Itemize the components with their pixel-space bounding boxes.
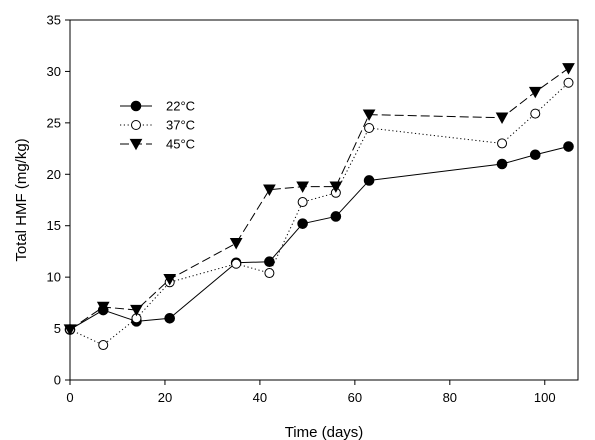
legend-label: 45°C (166, 137, 195, 152)
data-point (229, 238, 243, 250)
data-point (231, 258, 242, 269)
series-line (69, 67, 569, 331)
data-point (297, 197, 308, 208)
legend: 22°C 37°C 45°C (120, 99, 195, 152)
y-axis-title: Total HMF (mg/kg) (13, 138, 30, 261)
data-point (330, 211, 342, 222)
axes: 0 5 10 15 20 25 30 35 0 20 40 60 80 100 (47, 13, 579, 405)
y-tick-label: 25 (47, 115, 61, 130)
data-point (364, 123, 375, 133)
y-tick-label: 10 (47, 270, 61, 285)
data-point (563, 77, 574, 88)
y-tick-label: 35 (47, 13, 61, 28)
y-tick-label: 20 (47, 167, 61, 182)
data-point (163, 274, 177, 286)
data-point (96, 301, 110, 314)
x-axis-title: Time (days) (285, 424, 364, 440)
series-1 (65, 77, 574, 351)
data-point (297, 218, 308, 229)
data-point (263, 184, 276, 196)
data-point (528, 86, 542, 99)
legend-marker (131, 120, 141, 130)
data-point (98, 340, 109, 351)
data-point (529, 149, 541, 161)
data-point (63, 324, 77, 336)
data-point (563, 141, 574, 152)
data-point (562, 63, 575, 75)
legend-item: 22°C (120, 99, 195, 114)
legend-item: 37°C (120, 118, 195, 133)
series-line (69, 146, 569, 331)
data-point (296, 181, 309, 193)
legend-marker (130, 100, 142, 112)
data-point (497, 138, 508, 149)
y-tick-label: 5 (54, 321, 61, 336)
data-point (362, 109, 376, 121)
data-point (130, 304, 143, 317)
plot-frame (69, 19, 579, 381)
data-point (530, 108, 541, 119)
legend-label: 22°C (166, 99, 195, 114)
data-point (329, 181, 343, 193)
series-2 (63, 63, 575, 336)
data-point (264, 268, 275, 279)
x-tick-label: 100 (534, 390, 556, 405)
y-tick-label: 0 (54, 373, 61, 388)
x-tick-label: 80 (443, 390, 457, 405)
data-point (496, 158, 508, 170)
data-point (164, 312, 176, 324)
x-tick-label: 40 (253, 390, 267, 405)
legend-label: 37°C (166, 118, 195, 133)
legend-marker (129, 138, 143, 151)
y-tick-label: 15 (47, 218, 61, 233)
x-tick-label: 20 (158, 390, 172, 405)
x-tick-label: 60 (348, 390, 362, 405)
series-group (63, 63, 575, 351)
series-line (69, 82, 569, 346)
data-point (363, 175, 375, 186)
x-tick-label: 0 (66, 390, 73, 405)
legend-item: 45°C (120, 137, 195, 152)
y-tick-label: 30 (47, 64, 61, 79)
data-point (495, 112, 509, 124)
